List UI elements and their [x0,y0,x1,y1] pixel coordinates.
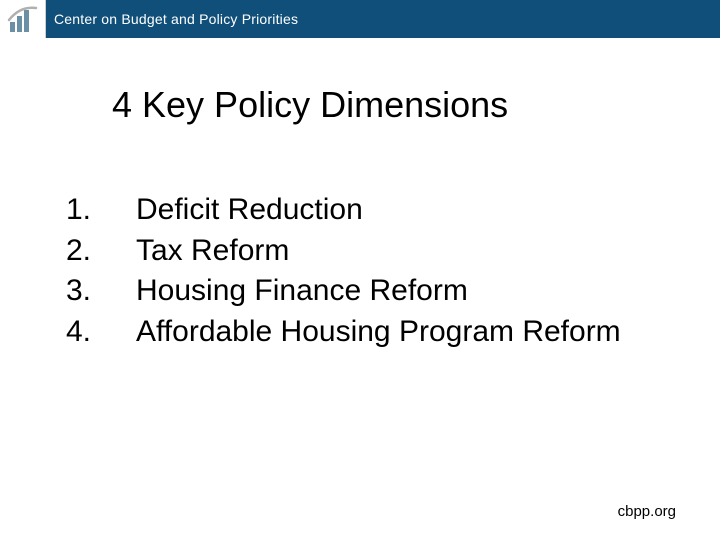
list-item: 3. Housing Finance Reform [66,271,656,312]
list-item-text: Housing Finance Reform [136,271,656,312]
logo-icon [6,4,40,34]
slide: Center on Budget and Policy Priorities 4… [0,0,720,540]
policy-list: 1. Deficit Reduction 2. Tax Reform 3. Ho… [66,190,656,352]
logo-box [0,0,46,38]
header-bar: Center on Budget and Policy Priorities [0,0,720,38]
list-item: 1. Deficit Reduction [66,190,656,231]
list-item-number: 1. [66,190,136,231]
list-item-text: Affordable Housing Program Reform [136,312,656,353]
list-item-text: Deficit Reduction [136,190,656,231]
footer-url: cbpp.org [618,503,676,520]
list-item-text: Tax Reform [136,231,656,272]
page-title: 4 Key Policy Dimensions [112,84,508,126]
list-item-number: 4. [66,312,136,353]
list-item: 4. Affordable Housing Program Reform [66,312,656,353]
list-item: 2. Tax Reform [66,231,656,272]
org-name: Center on Budget and Policy Priorities [54,11,298,27]
list-item-number: 2. [66,231,136,272]
list-item-number: 3. [66,271,136,312]
